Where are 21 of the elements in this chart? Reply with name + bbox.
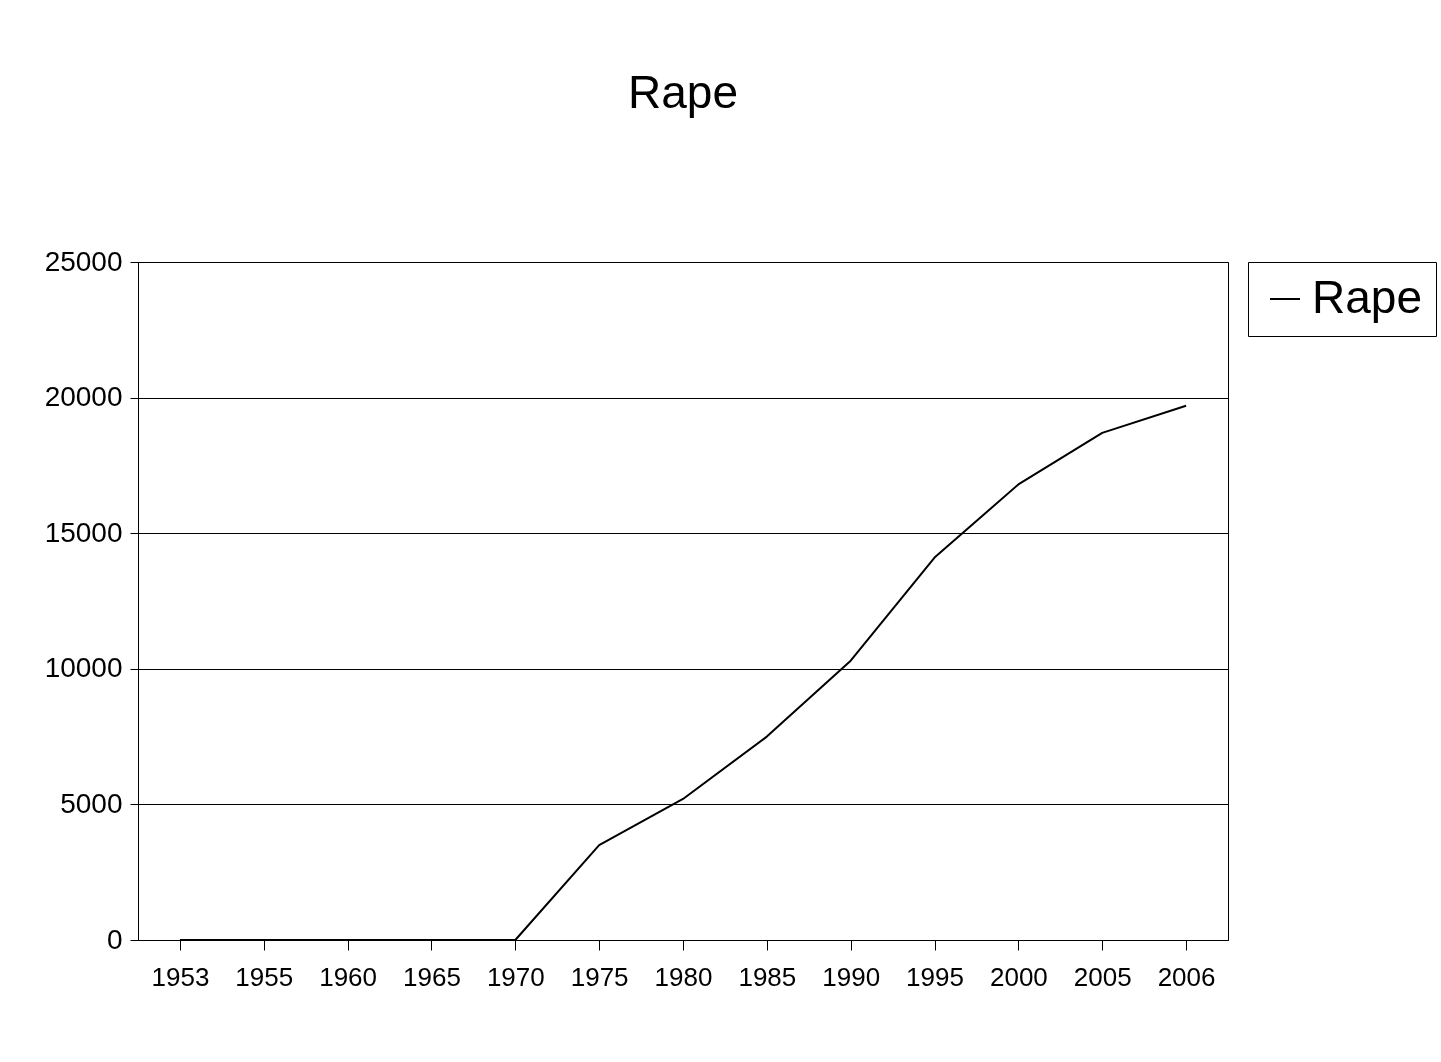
x-tick-label: 2000 — [989, 961, 1048, 992]
x-tick-label: 1960 — [319, 961, 378, 992]
y-tick-label: 15000 — [44, 516, 123, 548]
x-tick-label: 2006 — [1157, 961, 1216, 992]
chart-title: Rape — [628, 66, 738, 118]
y-tick-label: 0 — [106, 923, 123, 955]
x-tick-label: 1965 — [403, 961, 461, 992]
x-tick-label: 1970 — [486, 961, 545, 992]
x-tick-label: 1985 — [738, 961, 797, 992]
y-tick-label: 5000 — [60, 787, 123, 819]
x-tick-label: 1975 — [570, 961, 629, 992]
x-tick-label: 1955 — [235, 961, 294, 992]
y-tick-label: 25000 — [44, 245, 123, 277]
x-tick-label: 1980 — [654, 961, 713, 992]
x-tick-label: 1990 — [822, 961, 881, 992]
y-tick-label: 10000 — [44, 652, 123, 684]
y-tick-label: 20000 — [44, 381, 123, 413]
x-tick-label: 2005 — [1073, 961, 1132, 992]
legend-label: Rape — [1312, 271, 1422, 323]
x-tick-label: 1995 — [906, 961, 964, 992]
x-tick-label: 1953 — [151, 961, 210, 992]
